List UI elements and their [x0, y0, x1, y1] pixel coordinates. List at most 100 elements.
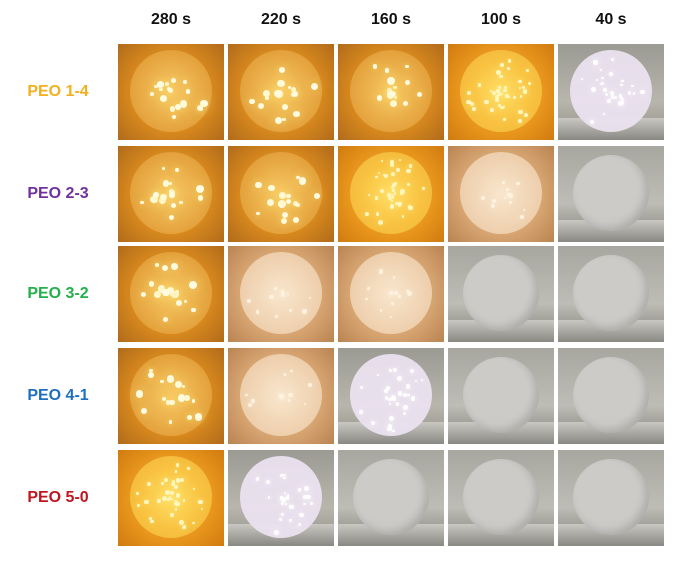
spark — [287, 392, 293, 398]
spark — [609, 72, 613, 76]
sample-disc — [463, 255, 539, 331]
spark — [600, 83, 603, 86]
spark — [268, 185, 275, 192]
spark — [393, 367, 398, 373]
sample-disc — [573, 357, 649, 433]
spark — [416, 91, 422, 98]
spark — [280, 292, 286, 297]
spark — [403, 405, 409, 410]
row-label-3: PEO 4-1 — [27, 387, 89, 404]
spark — [613, 95, 617, 99]
spark — [169, 490, 174, 495]
spark — [601, 81, 605, 85]
spark — [375, 175, 378, 179]
spark — [172, 115, 177, 119]
spark — [290, 87, 296, 93]
spark — [167, 86, 172, 92]
spark — [282, 117, 287, 122]
spark — [377, 219, 383, 225]
spark — [188, 281, 197, 290]
sample-disc — [573, 255, 649, 331]
sample-photo-1-0 — [117, 145, 225, 243]
spark — [153, 192, 159, 199]
spark — [160, 481, 165, 486]
spark — [390, 160, 395, 165]
spark — [137, 504, 141, 508]
spark — [159, 94, 167, 102]
spark — [390, 193, 394, 197]
spark — [149, 368, 153, 373]
spark — [402, 101, 408, 107]
spark — [633, 92, 636, 95]
spark — [144, 500, 149, 505]
spark — [146, 482, 151, 487]
spark — [161, 397, 167, 402]
spark — [149, 516, 153, 520]
spark — [391, 396, 397, 401]
row-label-0: PEO 1-4 — [27, 83, 89, 100]
spark — [256, 477, 260, 481]
spark — [199, 106, 204, 112]
spark — [494, 95, 499, 100]
spark — [490, 204, 495, 209]
spark — [303, 485, 309, 491]
spark — [627, 91, 632, 95]
spark — [481, 196, 486, 201]
spark — [484, 99, 489, 105]
sample-holder — [558, 320, 664, 342]
spark — [265, 480, 270, 485]
sample-disc — [460, 152, 542, 234]
spark — [278, 67, 285, 73]
spark — [295, 203, 299, 207]
spark — [171, 480, 176, 484]
spark — [366, 286, 371, 291]
spark — [286, 198, 292, 204]
spark — [383, 388, 389, 393]
spark — [293, 110, 300, 118]
spark — [498, 86, 501, 89]
spark — [406, 289, 409, 293]
spark — [501, 180, 505, 184]
spark — [196, 185, 204, 193]
spark — [157, 80, 164, 88]
spark — [162, 316, 169, 323]
spark — [168, 420, 173, 424]
sample-photo-4-4 — [557, 449, 665, 547]
spark — [283, 474, 286, 477]
spark — [396, 375, 402, 381]
spark — [364, 297, 368, 301]
spark — [148, 372, 155, 379]
spark — [379, 188, 385, 194]
spark — [140, 291, 146, 297]
spark — [602, 112, 605, 115]
spark — [314, 192, 321, 199]
spark — [279, 473, 284, 478]
spark — [470, 101, 475, 107]
sample-holder — [448, 320, 554, 342]
spark — [385, 385, 390, 391]
spark — [169, 399, 175, 406]
spark — [406, 183, 410, 187]
spark — [171, 482, 175, 487]
sample-photo-0-3 — [447, 43, 555, 141]
spark — [467, 91, 472, 96]
spark — [390, 185, 394, 189]
spark — [522, 208, 526, 212]
spark — [492, 198, 497, 203]
spark — [403, 393, 408, 398]
sample-holder — [558, 524, 664, 546]
spark — [496, 69, 501, 75]
spark — [289, 505, 294, 510]
spark — [506, 188, 509, 191]
spark — [394, 95, 398, 99]
spark — [421, 379, 424, 382]
spark — [153, 290, 161, 298]
sample-photo-2-4 — [557, 245, 665, 343]
spark — [387, 88, 393, 94]
spark — [385, 68, 390, 73]
spark — [281, 212, 288, 219]
spark — [414, 379, 418, 383]
sample-photo-3-0 — [117, 347, 225, 445]
spark — [158, 197, 166, 205]
spark — [283, 491, 286, 494]
